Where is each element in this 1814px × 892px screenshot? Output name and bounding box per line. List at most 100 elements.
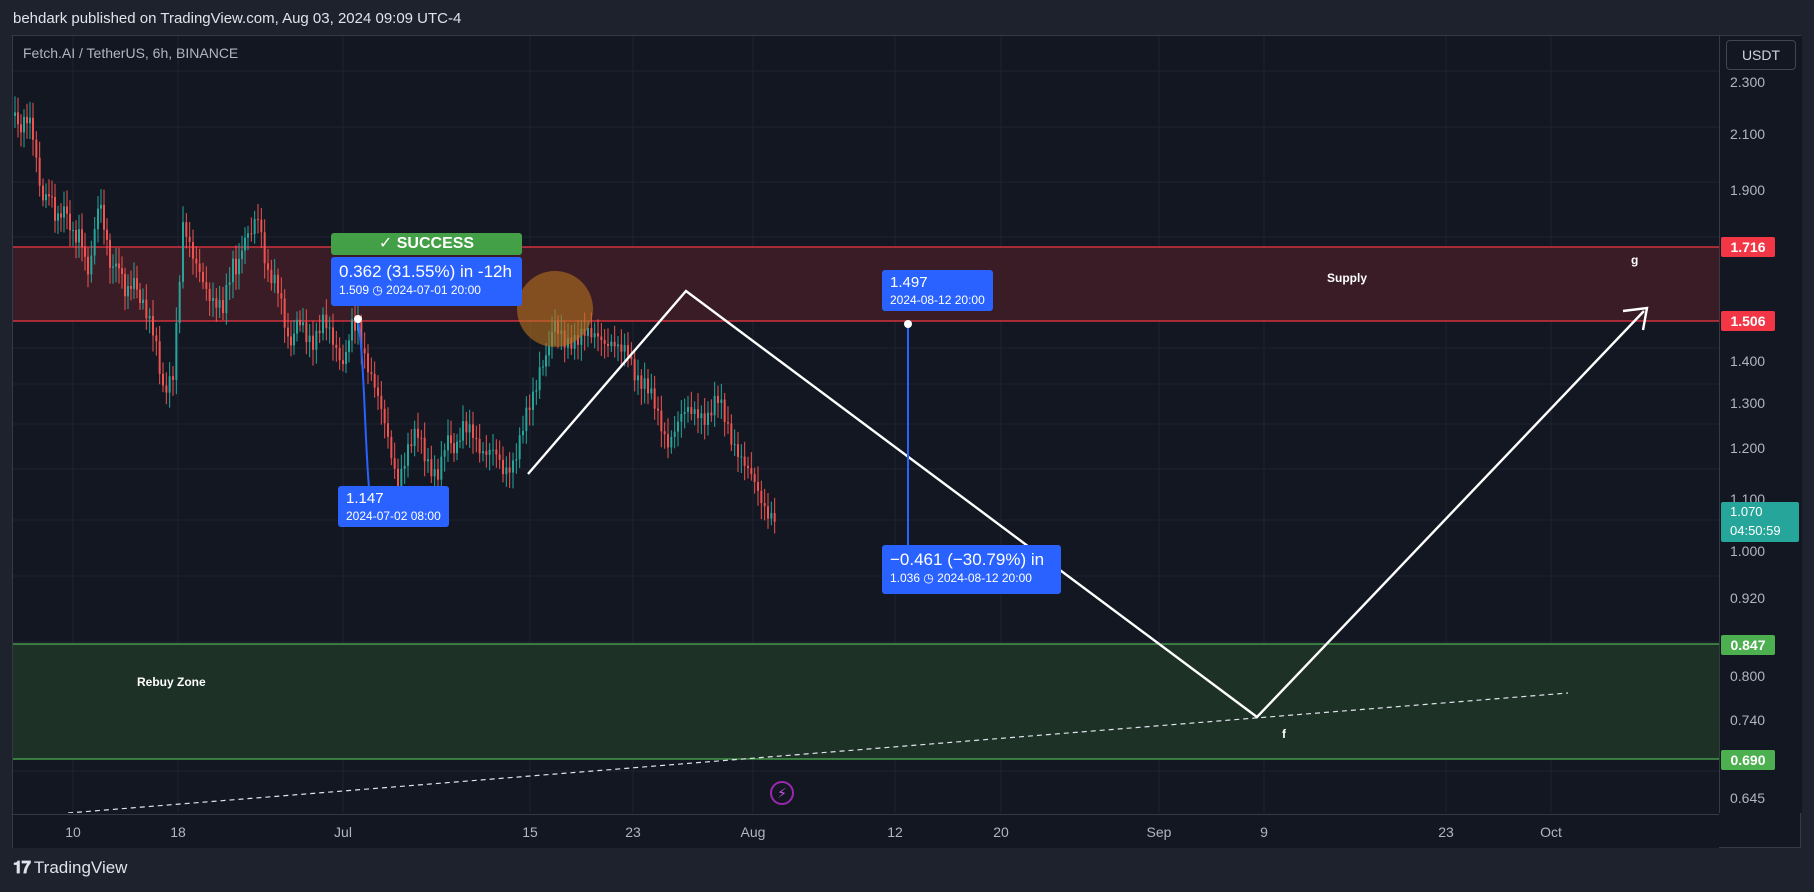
candle-body [407,444,409,466]
time-axis[interactable]: 10 18 Jul 15 23 Aug 12 20 Sep 9 23 Oct [13,814,1719,848]
publisher-line: behdark published on TradingView.com, Au… [13,10,462,27]
time-axis-label: Aug [740,824,766,840]
candle-body [580,328,583,345]
candle-body [423,437,426,462]
candle-body [590,328,593,338]
candle-body [14,112,16,116]
candle-body [235,258,237,275]
candle-body [577,335,579,345]
candle-body [54,196,56,221]
candle-body [222,300,224,314]
candle-body [468,424,471,433]
candle-body [637,375,639,381]
candle-body [106,229,108,240]
candle-body [542,366,544,368]
currency-button[interactable]: USDT [1726,40,1796,70]
candle-body [244,237,246,251]
candle-body [730,423,733,445]
candle-body [488,449,491,455]
candle-body [627,345,629,357]
footer-logo[interactable]: 𝟏𝟕 TradingView [13,858,127,878]
candle-body [713,395,716,416]
rebuy-top-price-tag: 0.847 [1721,635,1775,655]
candle-body [332,327,334,345]
candle-body [717,395,719,403]
candle-body [57,213,59,221]
callout-first-low-date: 2024-07-02 08:00 [346,509,441,523]
candle-body [158,341,161,374]
candle-body [205,282,208,289]
price-axis-label: 2.300 [1730,74,1766,90]
price-axis-label: 1.900 [1730,182,1766,198]
time-axis-label: 18 [170,824,186,840]
supply-label: Supply [1327,271,1368,285]
candle-body [299,319,301,326]
candle-body [342,360,344,365]
candle-body [763,503,766,507]
candle-body [192,242,194,259]
price-axis-label: 1.300 [1730,395,1766,411]
candle-body [69,213,71,231]
candle-body [693,409,696,414]
candle-body [247,233,249,238]
candle-body [260,219,263,233]
candle-body [462,421,464,441]
candle-body [283,298,286,328]
candle-body [512,460,514,473]
price-axis-label: 1.200 [1730,440,1766,456]
chart-plot-area[interactable] [13,36,1719,813]
candle-body [525,407,528,431]
callout-projection-top-date: 2024-08-12 20:00 [890,293,985,307]
success-badge: ✓ SUCCESS [331,233,522,255]
candle-body [328,327,331,329]
candle-body [680,413,683,422]
candle-body [650,388,653,394]
candle-body [29,117,31,124]
callout-projection-measure-value: −0.461 (−30.79%) in [890,550,1045,569]
candle-body [660,410,663,432]
candle-body [703,413,706,425]
candle-body [443,450,446,457]
time-axis-label: 10 [65,824,81,840]
candle-body [322,314,324,334]
candle-body [397,468,399,488]
rebuy-zone [13,644,1719,759]
candle-body [743,456,746,466]
candle-body [270,269,273,284]
time-axis-label: Jul [334,824,352,840]
candle-body [737,444,739,458]
tradingview-logo-icon: 𝟏𝟕 [13,858,31,877]
supply-zone [13,247,1719,321]
candle-body [97,208,99,230]
candle-body [185,222,188,237]
candle-body [335,344,338,348]
candle-body [417,428,419,438]
supply-top-price-tag: 1.716 [1721,237,1775,257]
callout-projection-top: 1.497 2024-08-12 20:00 [882,270,993,311]
candle-body [305,322,308,343]
candle-body [87,256,89,275]
candle-body [710,412,713,416]
candle-body [670,437,673,448]
price-axis[interactable] [1719,36,1802,813]
candle-body [293,333,295,346]
candle-body [215,298,218,308]
candle-body [413,428,416,447]
candle-body [63,206,65,218]
candle-body [472,424,474,438]
candle-body [228,282,231,285]
candle-body [640,375,643,389]
lightning-icon[interactable]: ⚡ [770,781,794,805]
candle-body [360,321,363,349]
candle-body [168,376,171,393]
candle-body [427,459,429,462]
candle-body [51,196,53,198]
candle-body [603,339,606,344]
candle-body [172,376,174,380]
candle-body [478,438,481,454]
callout-first-measure-detail: 1.509 ◷ 2024-07-01 20:00 [339,283,481,297]
candle-body [17,112,19,125]
time-axis-label: 20 [993,824,1009,840]
candle-body [600,336,603,340]
candle-body [727,422,729,424]
